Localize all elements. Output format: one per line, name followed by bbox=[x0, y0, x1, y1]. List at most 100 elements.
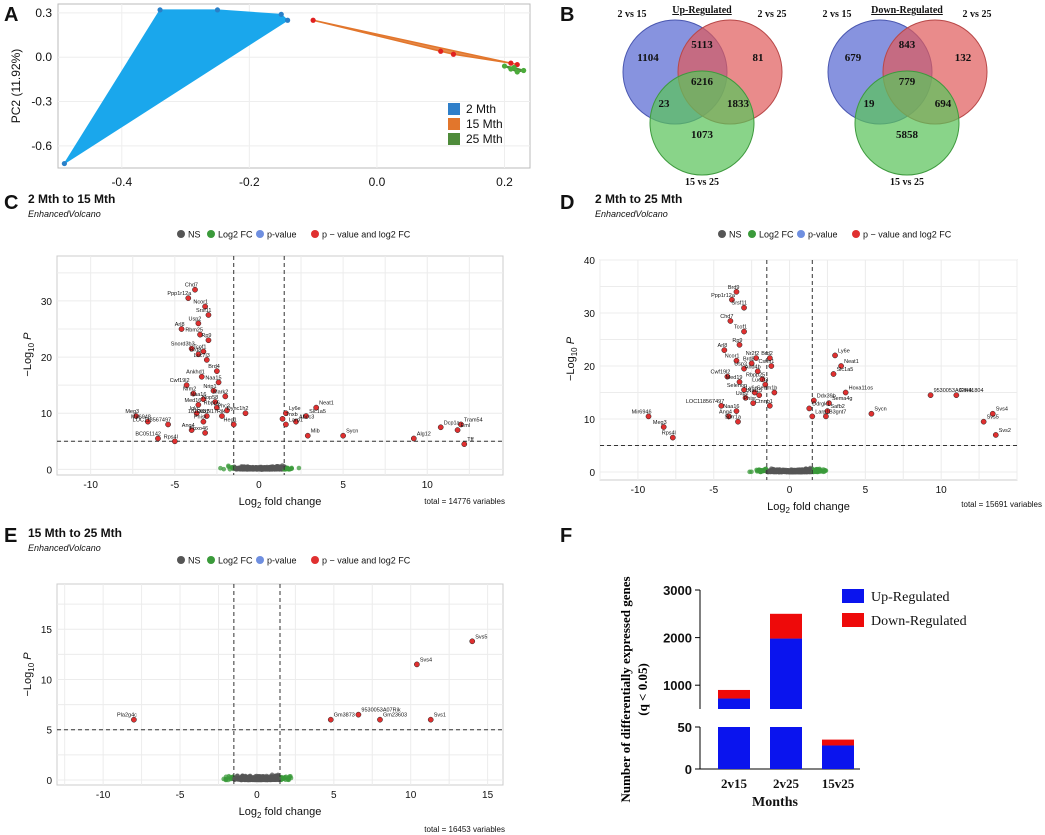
point-label: Med19 bbox=[726, 375, 743, 381]
labeled-point bbox=[980, 418, 987, 425]
xtick-label: 0 bbox=[787, 485, 793, 496]
labeled-point bbox=[133, 413, 139, 419]
volcano-point bbox=[241, 464, 246, 470]
labeled-point bbox=[742, 394, 749, 401]
xtick-label: 5 bbox=[863, 485, 869, 496]
labeled-point bbox=[210, 387, 217, 394]
volcano-point bbox=[821, 467, 826, 472]
f-y-axis-label-line1: Number of differentially expressed genes bbox=[618, 576, 633, 802]
labeled-point bbox=[212, 399, 219, 405]
f-legend-label: Up-Regulated bbox=[871, 590, 950, 605]
point-label: Rbm25 bbox=[185, 328, 203, 334]
ytick-label: 30 bbox=[584, 309, 596, 320]
volcano-point bbox=[255, 777, 261, 783]
legend-label: NS bbox=[729, 230, 742, 240]
point-label: Heg1 bbox=[224, 417, 237, 423]
point-label: Larp1 bbox=[815, 409, 829, 415]
point-label: Nrm2 bbox=[183, 387, 196, 393]
labeled-point bbox=[832, 352, 838, 359]
legend-label: p-value bbox=[808, 230, 838, 240]
legend-label: Log2 FC bbox=[218, 230, 253, 240]
legend-dot bbox=[852, 230, 860, 238]
pca-ytick-label: 0.3 bbox=[35, 6, 52, 20]
volcano-point bbox=[227, 776, 233, 782]
f-x-axis-label: Months bbox=[752, 795, 798, 810]
xtick-label: -10 bbox=[631, 485, 646, 496]
labeled-point bbox=[754, 368, 761, 375]
point-label: Dync1h2 bbox=[227, 406, 249, 412]
f-category-label: 15v25 bbox=[822, 776, 855, 791]
point-label: Ddrgk1 bbox=[812, 401, 830, 407]
venn-label-c: 15 vs 25 bbox=[685, 177, 719, 188]
point-label: Sycn bbox=[874, 407, 886, 413]
legend-label: NS bbox=[188, 230, 201, 240]
labeled-point bbox=[131, 716, 137, 723]
volcano-point bbox=[237, 465, 242, 471]
point-label: Tnxb bbox=[286, 412, 298, 418]
labeled-point bbox=[377, 716, 383, 723]
venn-count-a-only: 1104 bbox=[637, 52, 659, 64]
legend-dot bbox=[207, 230, 215, 238]
point-label: Rp9 bbox=[201, 333, 211, 339]
volcano-points bbox=[747, 465, 829, 475]
legend-label: p − value and log2 FC bbox=[322, 230, 411, 240]
point-label: Slc1a5 bbox=[309, 409, 326, 415]
labeled-point bbox=[183, 382, 190, 389]
f-legend-label: Down-Regulated bbox=[871, 614, 967, 629]
pca-legend-label: 2 Mth bbox=[466, 102, 496, 116]
point-label: Nr2f2 bbox=[746, 351, 759, 357]
point-label: Brd4 bbox=[208, 364, 220, 370]
f-bar-up-lower bbox=[770, 727, 802, 769]
f-bar-up-upper bbox=[718, 698, 750, 709]
venn-count-bc: 1833 bbox=[727, 98, 750, 110]
y-axis-label-sub: 10 bbox=[27, 662, 36, 671]
point-label: Hoxa11os bbox=[849, 386, 874, 392]
volcano-point bbox=[793, 469, 798, 474]
venn-label-b: 2 vs 25 bbox=[758, 9, 787, 20]
point-label: Naa16 bbox=[723, 404, 739, 410]
volcano-title: 2 Mth to 15 Mth bbox=[28, 192, 115, 206]
x-axis-label-rest: fold change bbox=[261, 806, 321, 818]
point-label: Svs4 bbox=[420, 657, 432, 663]
ytick-label: 0 bbox=[589, 468, 595, 479]
pca-chart: -0.4 -0.2 0.0 0.2 0.3 0.0 -0.3 -0.6 PC2 (11.92%)… bbox=[9, 3, 531, 189]
volcano-subtitle: EnhancedVolcano bbox=[595, 209, 668, 219]
point-label: Luc7l3 bbox=[752, 378, 768, 384]
point-label: Naa16 bbox=[190, 392, 206, 398]
labeled-point bbox=[200, 348, 207, 355]
point-label: Ang4 bbox=[182, 423, 195, 429]
pca-point bbox=[310, 17, 316, 23]
venn-diagrams: Up-Regulated 2 vs 15 2 vs 25 15 vs 25 1104 51… bbox=[618, 5, 992, 188]
point-label: Brd2 bbox=[761, 351, 773, 357]
labeled-point bbox=[414, 661, 420, 668]
panel-letter-b: B bbox=[560, 4, 575, 26]
labeled-point bbox=[190, 390, 197, 397]
labeled-point bbox=[809, 413, 816, 420]
volcano-point bbox=[244, 776, 250, 782]
ytick-label: 0 bbox=[46, 776, 52, 787]
labeled-point bbox=[750, 400, 757, 406]
venn-count-ac: 19 bbox=[864, 98, 876, 110]
labeled-point bbox=[313, 404, 320, 411]
labeled-point bbox=[826, 400, 832, 406]
volcano-y-axis-label: −Log10 P bbox=[565, 336, 579, 381]
labeled-point bbox=[202, 303, 208, 310]
volcano-point bbox=[232, 777, 238, 782]
volcano-point bbox=[267, 464, 272, 470]
point-label: Gm3873 bbox=[334, 713, 355, 719]
labeled-point bbox=[437, 424, 444, 431]
volcano-x-axis-label: Log2 fold change bbox=[239, 496, 322, 510]
xtick-label: -5 bbox=[709, 485, 718, 496]
point-label: Svs5 bbox=[475, 634, 487, 640]
point-label: Selenop bbox=[727, 383, 747, 389]
volcano-title: 2 Mth to 25 Mth bbox=[595, 192, 682, 206]
xtick-label: -5 bbox=[176, 790, 185, 801]
labeled-point bbox=[766, 402, 773, 409]
volcano-plot-2-vs-15: 2 Mth to 15 Mth EnhancedVolcano NS Log2 FC p… bbox=[22, 192, 505, 510]
xtick-label: 0 bbox=[254, 790, 260, 801]
labeled-point bbox=[768, 363, 775, 369]
volcano-point bbox=[280, 463, 285, 468]
x-axis-label-sub: 2 bbox=[257, 811, 262, 820]
pca-point bbox=[511, 64, 517, 71]
point-label: Tcof1 bbox=[734, 325, 747, 331]
